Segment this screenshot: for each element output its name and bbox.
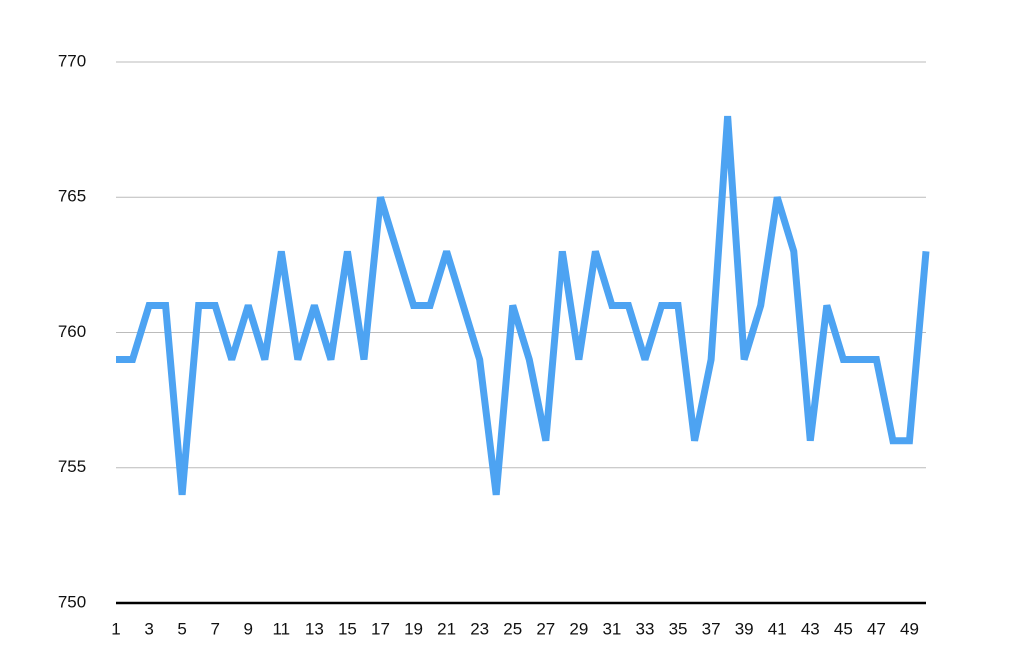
x-tick-label: 9 (244, 619, 253, 638)
x-tick-label: 19 (404, 619, 423, 638)
x-tick-label: 39 (735, 619, 754, 638)
x-tick-label: 3 (144, 619, 153, 638)
x-tick-label: 23 (470, 619, 489, 638)
y-tick-label: 765 (58, 187, 86, 206)
data-line (116, 115, 930, 496)
x-tick-label: 37 (702, 619, 721, 638)
x-tick-label: 7 (210, 619, 219, 638)
x-tick-label: 41 (768, 619, 787, 638)
x-tick-label: 33 (636, 619, 655, 638)
y-tick-label: 770 (58, 51, 86, 70)
x-tick-label: 11 (272, 619, 290, 638)
x-tick-label: 5 (177, 619, 186, 638)
x-tick-label: 29 (569, 619, 588, 638)
x-tick-label: 25 (503, 619, 522, 638)
y-tick-label: 760 (58, 322, 86, 341)
y-tick-label: 750 (58, 592, 86, 611)
x-tick-label: 13 (305, 619, 324, 638)
x-tick-label: 27 (536, 619, 555, 638)
x-tick-label: 17 (371, 619, 390, 638)
x-tick-label: 1 (111, 619, 120, 638)
y-tick-label: 755 (58, 457, 86, 476)
x-tick-label: 35 (669, 619, 688, 638)
x-tick-label: 31 (602, 619, 621, 638)
x-tick-label: 21 (437, 619, 456, 638)
x-tick-label: 43 (801, 619, 820, 638)
x-tick-label: 49 (900, 619, 919, 638)
x-tick-label: 47 (867, 619, 886, 638)
x-tick-label: 45 (834, 619, 853, 638)
x-tick-label: 15 (338, 619, 357, 638)
